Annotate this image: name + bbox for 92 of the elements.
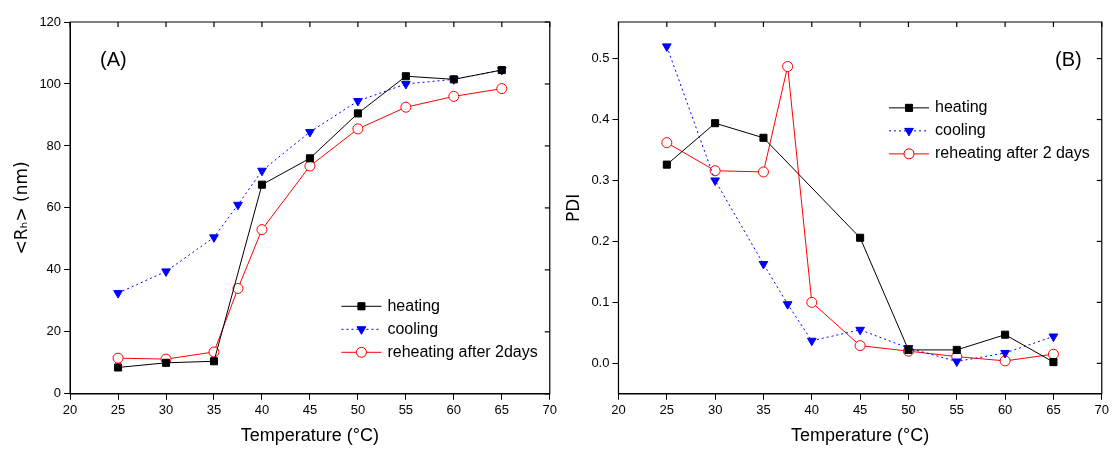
point (448, 90, 460, 102)
x-tick-label: 35 (206, 402, 222, 418)
point (400, 101, 412, 113)
y-tick-label: 0.0 (591, 354, 610, 370)
x-tick-label: 65 (1046, 402, 1061, 418)
y-tick-label: 0.4 (591, 111, 610, 127)
point (209, 234, 219, 243)
point (806, 296, 818, 308)
y-tick-label: 100 (39, 75, 62, 91)
point (305, 128, 315, 138)
y-tick-label: 0.1 (591, 293, 610, 309)
y-tick-label: 0.3 (591, 172, 610, 188)
point (782, 301, 793, 310)
point (256, 224, 268, 236)
y-axis-title: PDI (562, 193, 583, 223)
x-tick-label: 70 (542, 402, 557, 418)
point (1001, 330, 1010, 339)
x-tick-label: 40 (804, 402, 820, 418)
legend-label: heating (387, 296, 440, 314)
x-tick-label: 60 (997, 402, 1013, 418)
point (661, 137, 673, 149)
point (952, 345, 961, 354)
x-tick-label: 25 (659, 402, 675, 418)
y-tick-label: 60 (46, 199, 62, 215)
x-tick-label: 20 (62, 402, 78, 418)
x-tick-label: 40 (254, 402, 270, 418)
y-tick-label: 80 (46, 137, 62, 153)
point (401, 72, 410, 81)
point (257, 167, 267, 177)
point (113, 290, 123, 299)
point (951, 358, 962, 367)
point (854, 340, 866, 352)
y-tick-label: 40 (46, 261, 62, 277)
legend-label: heating (935, 98, 988, 116)
legend-label: cooling (387, 319, 439, 337)
x-tick-label: 25 (110, 402, 126, 418)
point (112, 352, 124, 364)
x-tick-label: 60 (446, 402, 462, 418)
point (759, 133, 768, 142)
y-tick-label: 120 (39, 13, 62, 29)
point (709, 165, 721, 177)
point (233, 201, 243, 211)
point (353, 98, 363, 107)
legend-label: cooling (935, 121, 986, 139)
point (806, 337, 817, 347)
point (161, 268, 171, 277)
y-tick-label: 20 (46, 323, 62, 339)
point (710, 177, 720, 186)
point (232, 282, 244, 294)
point (257, 180, 266, 189)
point (496, 83, 508, 95)
point (1049, 358, 1058, 367)
point (999, 355, 1011, 367)
x-tick-label: 50 (901, 402, 916, 418)
point (661, 43, 672, 52)
annotation: (B) (1055, 47, 1082, 70)
point (856, 233, 865, 242)
point (161, 358, 171, 367)
point (1000, 349, 1010, 359)
x-axis-title: Temperature (°C) (791, 425, 930, 446)
x-tick-label: 45 (302, 402, 318, 418)
y-tick-label: 0.5 (591, 50, 610, 66)
point (662, 160, 671, 169)
x-tick-label: 70 (1094, 402, 1109, 418)
x-tick-label: 45 (852, 402, 868, 418)
x-tick-label: 35 (756, 402, 771, 418)
point (209, 357, 219, 366)
annotation: (A) (100, 47, 127, 70)
point (353, 109, 362, 118)
point (782, 60, 794, 72)
x-tick-label: 50 (350, 402, 366, 418)
point (758, 260, 769, 270)
y-tick-label: 0.2 (591, 233, 610, 248)
y-axis-title: <Rₕ> (nm) (10, 161, 31, 255)
x-tick-label: 30 (707, 402, 723, 418)
x-tick-label: 20 (611, 402, 626, 418)
point (401, 80, 411, 90)
x-tick-label: 55 (949, 402, 965, 418)
x-tick-label: 65 (494, 402, 510, 418)
x-tick-label: 55 (398, 402, 414, 418)
legend-label: reheating after 2days (387, 342, 538, 360)
point (305, 154, 314, 163)
x-axis-title: Temperature (°C) (240, 425, 380, 446)
point (757, 166, 769, 178)
point (855, 326, 865, 336)
point (114, 363, 123, 372)
point (1048, 333, 1059, 343)
y-tick-label: 0 (53, 385, 62, 401)
legend-label: reheating after 2 days (935, 144, 1090, 162)
point (352, 123, 364, 135)
x-tick-label: 30 (158, 402, 174, 418)
point (711, 119, 720, 128)
